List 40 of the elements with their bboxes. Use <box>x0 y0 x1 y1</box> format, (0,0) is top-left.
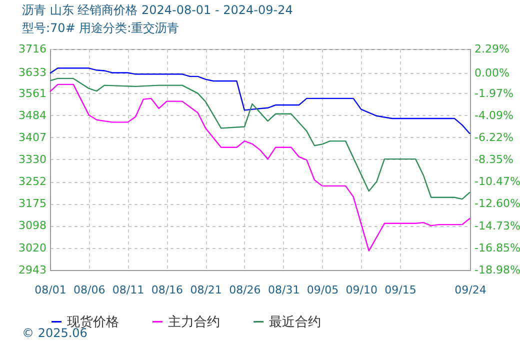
y-tick-label: 3175 <box>18 197 46 210</box>
x-tick-label: 09/24 <box>454 284 486 296</box>
y2-tick-label: -14.73% <box>474 219 520 232</box>
y2-tick-label: 0.00% <box>474 66 510 80</box>
y2-tick-label: -8.35% <box>474 153 514 166</box>
x-tick-label: 08/31 <box>268 284 300 296</box>
y2-tick-label: -6.22% <box>474 130 514 144</box>
line-series <box>49 78 471 200</box>
y-tick-label: 3330 <box>18 152 46 166</box>
x-tick-label: 08/01 <box>34 284 66 296</box>
y-tick-label: 3098 <box>18 219 46 232</box>
x-tick-label: 08/26 <box>229 284 261 296</box>
y-tick-label: 3020 <box>18 241 46 254</box>
legend-label: 最近合约 <box>269 314 321 330</box>
x-tick-label: 08/11 <box>112 284 144 296</box>
x-tick-label: 08/06 <box>74 284 106 296</box>
y2-tick-label: -10.47% <box>474 175 520 188</box>
y-tick-label: 2943 <box>18 264 46 276</box>
y-tick-label: 3407 <box>18 130 46 144</box>
x-tick-label: 08/21 <box>190 284 222 296</box>
y-tick-label: 3561 <box>18 86 46 100</box>
chart-subtitle: 型号:70# 用途分类:重交沥青 <box>22 21 180 35</box>
x-tick-label: 09/15 <box>384 284 416 296</box>
x-tick-label: 08/16 <box>151 284 184 296</box>
line-series <box>49 84 471 252</box>
y-tick-label: 3633 <box>18 66 46 80</box>
line-series <box>49 68 471 135</box>
y-tick-label: 3716 <box>18 42 46 56</box>
y2-tick-label: -16.85% <box>474 241 520 254</box>
y2-tick-label: -1.97% <box>474 86 514 100</box>
y2-tick-label: 2.29% <box>474 42 510 56</box>
x-tick-label: 09/05 <box>306 284 339 296</box>
legend-label: 主力合约 <box>168 314 220 330</box>
y2-tick-label: -12.60% <box>474 197 520 210</box>
y-tick-label: 3484 <box>18 108 46 122</box>
y-tick-label: 3252 <box>18 175 46 188</box>
chart-title: 沥青 山东 经销商价格 2024-08-01 - 2024-09-24 <box>22 3 293 17</box>
y2-tick-label: -18.98% <box>474 264 520 276</box>
x-tick-label: 09/10 <box>346 284 378 296</box>
y2-tick-label: -4.09% <box>474 108 514 122</box>
